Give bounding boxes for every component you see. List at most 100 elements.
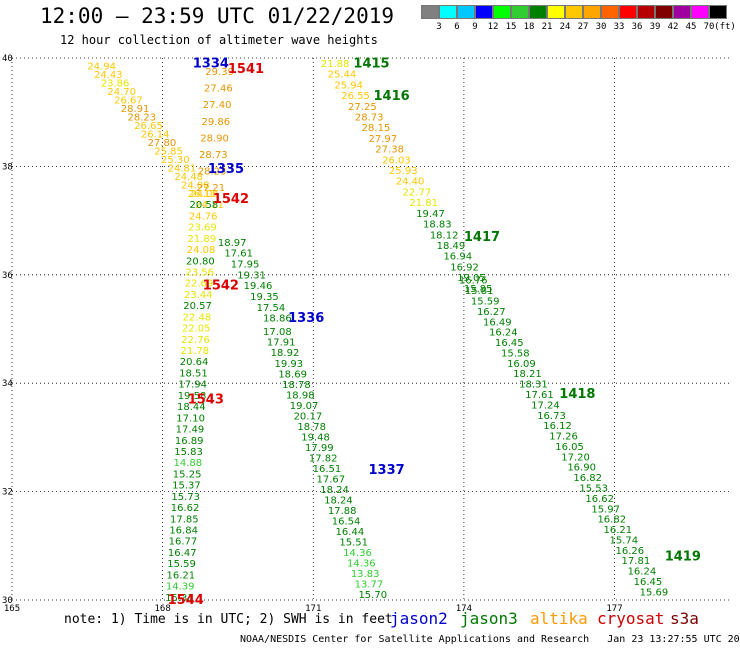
color-swatch xyxy=(529,5,547,19)
pass-number-label: 1415 xyxy=(353,56,389,71)
color-swatch xyxy=(547,5,565,19)
pass-number-label: 1336 xyxy=(288,311,324,326)
wave-height-value: 27.80 xyxy=(148,138,177,149)
wave-height-value: 19.05 xyxy=(457,273,486,284)
footer-credit: NOAA/NESDIS Center for Satellite Applica… xyxy=(240,634,740,645)
color-swatch xyxy=(637,5,655,19)
wave-height-value: 16.45 xyxy=(495,338,524,349)
y-tick-label: 34 xyxy=(2,379,13,389)
wave-height-value: 20.57 xyxy=(183,301,212,312)
wave-height-value: 17.85 xyxy=(170,514,199,525)
color-scale-label: 18 xyxy=(523,22,535,32)
wave-height-value: 21.89 xyxy=(187,234,216,245)
color-swatch xyxy=(565,5,583,19)
pass-number-label: 1337 xyxy=(368,463,404,478)
footer-note: note: 1) Time is in UTC; 2) SWH is in fe… xyxy=(64,612,393,627)
wave-height-value: 29.39 xyxy=(205,67,234,78)
color-swatch xyxy=(475,5,493,19)
wave-height-value: 21.88 xyxy=(321,59,350,70)
wave-height-value: 22.69 xyxy=(185,279,214,290)
wave-height-value: 17.91 xyxy=(267,338,296,349)
wave-height-value: 16.94 xyxy=(443,252,472,263)
wave-height-value: 28.73 xyxy=(199,150,228,161)
wave-height-value: 21.81 xyxy=(409,198,438,209)
pass-number-label: 1335 xyxy=(208,162,244,177)
wave-height-value: 15.58 xyxy=(501,348,530,359)
legend-cryosat: cryosat xyxy=(597,609,665,628)
wave-height-value: 18.98 xyxy=(286,390,315,401)
wave-height-value: 28.23 xyxy=(198,167,227,178)
x-tick-label: 168 xyxy=(154,604,170,614)
wave-height-value: 16.82 xyxy=(573,473,602,484)
pass-number-label: 1541 xyxy=(228,62,264,77)
color-scale-label: 12 xyxy=(487,22,499,32)
wave-height-value: 17.26 xyxy=(549,432,578,443)
wave-height-value: 17.94 xyxy=(178,380,207,391)
wave-height-value: 16.90 xyxy=(567,463,596,474)
wave-height-value: 15.31 xyxy=(165,593,194,604)
wave-height-value: 15.59 xyxy=(167,559,196,570)
wave-height-value: 15.25 xyxy=(173,469,202,480)
wave-height-value: 16.49 xyxy=(483,317,512,328)
wave-height-value: 17.99 xyxy=(305,443,334,454)
wave-height-value: 15.73 xyxy=(171,492,200,503)
wave-height-value: 17.08 xyxy=(263,327,292,338)
color-swatch xyxy=(655,5,673,19)
wave-height-value: 17.20 xyxy=(561,452,590,463)
color-scale-label: 6 xyxy=(454,22,460,32)
y-tick-label: 36 xyxy=(2,271,13,281)
wave-height-value: 23.69 xyxy=(188,223,217,234)
wave-height-value: 21.78 xyxy=(180,346,209,357)
wave-height-value: 16.09 xyxy=(507,359,536,370)
wave-height-value: 26.67 xyxy=(114,96,143,107)
wave-height-value: 19.46 xyxy=(244,281,273,292)
wave-height-value: 22.05 xyxy=(182,324,211,335)
wave-height-value: 23.44 xyxy=(184,290,213,301)
wave-height-value: 18.97 xyxy=(218,238,247,249)
wave-height-value: 24.08 xyxy=(187,245,216,256)
color-swatch xyxy=(691,5,709,19)
wave-height-value: 17.61 xyxy=(525,390,554,401)
wave-height-value: 17.24 xyxy=(531,400,560,411)
wave-height-value: 16.47 xyxy=(168,548,197,559)
wave-height-value: 18.31 xyxy=(519,380,548,391)
wave-height-value: 18.69 xyxy=(278,369,307,380)
wave-height-value: 26.11 xyxy=(188,189,217,200)
wave-height-value: 24.43 xyxy=(94,70,123,81)
wave-height-value: 17.88 xyxy=(328,506,357,517)
wave-height-value: 28.23 xyxy=(127,113,156,124)
wave-height-value: 16.27 xyxy=(477,307,506,318)
wave-height-value: 16.24 xyxy=(489,328,518,339)
wave-height-value: 28.15 xyxy=(362,123,391,134)
color-scale-label: 70 xyxy=(703,22,715,32)
wave-height-value: 20.58 xyxy=(190,200,219,211)
wave-height-value: 16.54 xyxy=(332,516,361,527)
x-tick-label: 171 xyxy=(305,604,321,614)
color-scale-label: 21 xyxy=(541,22,553,32)
wave-height-value: 25.44 xyxy=(328,70,357,81)
x-tick-label: 177 xyxy=(606,604,622,614)
wave-height-value: 19.07 xyxy=(290,401,319,412)
wave-height-value: 16.62 xyxy=(585,494,614,505)
wave-height-value: 15.70 xyxy=(358,590,387,601)
wave-height-value: 16.21 xyxy=(603,525,632,536)
wave-height-value: 15.81 xyxy=(465,286,494,297)
wave-height-value: 24.40 xyxy=(396,177,425,188)
wave-height-value: 18.44 xyxy=(177,402,206,413)
wave-height-value: 25.94 xyxy=(334,80,363,91)
pass-number-label: 1334 xyxy=(193,56,229,71)
wave-height-value: 26.55 xyxy=(341,91,370,102)
wave-height-value: 17.67 xyxy=(316,474,345,485)
pass-number-label: 1542 xyxy=(203,279,239,294)
wave-height-value: 27.38 xyxy=(375,145,404,156)
page-title: 12:00 — 23:59 UTC 01/22/2019 xyxy=(40,4,395,28)
wave-height-value: 28.91 xyxy=(121,104,150,115)
pass-number-label: 1543 xyxy=(188,392,224,407)
wave-height-value: 15.85 xyxy=(464,284,493,295)
wave-height-value: 22.77 xyxy=(403,187,432,198)
color-swatch xyxy=(619,5,637,19)
wave-height-value: 16.05 xyxy=(555,442,584,453)
wave-height-value: 16.24 xyxy=(628,567,657,578)
wave-height-value: 19.93 xyxy=(274,359,303,370)
